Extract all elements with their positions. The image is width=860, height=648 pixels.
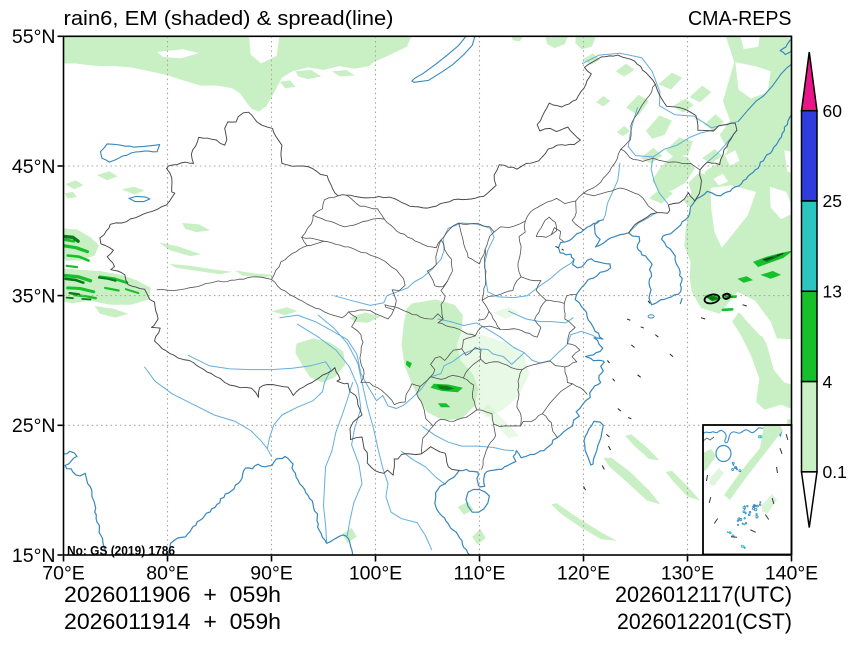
svg-text:rain6, EM (shaded) & spread(li: rain6, EM (shaded) & spread(line) [64, 8, 394, 30]
svg-text:2026011914 + 059h: 2026011914 + 059h [64, 609, 281, 634]
svg-text:70°E: 70°E [42, 563, 85, 585]
svg-text:90°E: 90°E [250, 563, 293, 585]
svg-text:25°N: 25°N [12, 415, 56, 437]
svg-text:80°E: 80°E [146, 563, 189, 585]
svg-text:45°N: 45°N [12, 156, 56, 178]
svg-text:0.1: 0.1 [823, 462, 847, 482]
svg-text:55°N: 55°N [12, 26, 56, 48]
svg-text:110°E: 110°E [454, 563, 506, 585]
svg-text:No: GS (2019) 1786: No: GS (2019) 1786 [67, 544, 175, 558]
svg-text:15°N: 15°N [12, 545, 56, 567]
svg-text:120°E: 120°E [557, 563, 610, 585]
svg-text:130°E: 130°E [661, 563, 714, 585]
svg-text:4: 4 [823, 372, 833, 392]
svg-text:60: 60 [823, 101, 843, 121]
svg-text:140°E: 140°E [765, 563, 818, 585]
svg-text:2026012117(UTC): 2026012117(UTC) [615, 582, 792, 607]
svg-text:2026012201(CST): 2026012201(CST) [617, 609, 792, 634]
svg-text:13: 13 [823, 282, 842, 302]
svg-text:CMA-REPS: CMA-REPS [688, 8, 792, 30]
svg-text:35°N: 35°N [12, 285, 56, 307]
svg-text:25: 25 [823, 191, 842, 211]
svg-text:2026011906 + 059h: 2026011906 + 059h [64, 582, 281, 607]
svg-text:100°E: 100°E [349, 563, 402, 585]
